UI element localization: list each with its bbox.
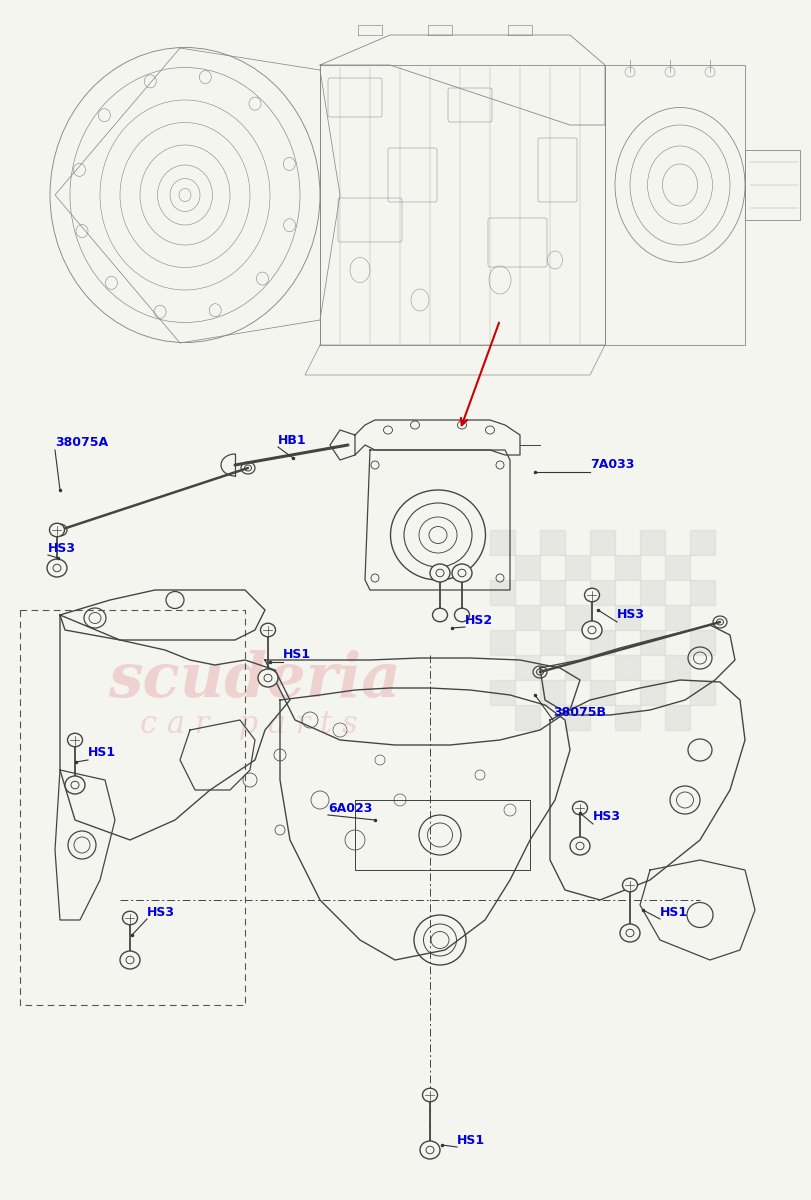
Bar bbox=[564, 655, 590, 680]
Text: 38075B: 38075B bbox=[552, 707, 605, 720]
Bar bbox=[689, 680, 714, 704]
Bar bbox=[664, 554, 689, 580]
Bar bbox=[689, 630, 714, 655]
Bar bbox=[514, 554, 539, 580]
Bar bbox=[614, 605, 639, 630]
Ellipse shape bbox=[47, 559, 67, 577]
Bar bbox=[539, 580, 564, 605]
Bar bbox=[489, 530, 514, 554]
Ellipse shape bbox=[120, 950, 139, 970]
Text: 6A023: 6A023 bbox=[328, 802, 372, 815]
Ellipse shape bbox=[422, 1088, 437, 1102]
Text: HS2: HS2 bbox=[465, 613, 492, 626]
Bar bbox=[664, 704, 689, 730]
Bar bbox=[539, 630, 564, 655]
Text: HS3: HS3 bbox=[592, 810, 620, 823]
Bar bbox=[689, 580, 714, 605]
Bar bbox=[590, 680, 614, 704]
Bar bbox=[639, 580, 664, 605]
Bar bbox=[639, 680, 664, 704]
Ellipse shape bbox=[430, 564, 449, 582]
Bar bbox=[664, 655, 689, 680]
Bar bbox=[514, 704, 539, 730]
Text: HS1: HS1 bbox=[457, 1134, 484, 1146]
Ellipse shape bbox=[581, 622, 601, 638]
Bar bbox=[489, 680, 514, 704]
Bar bbox=[514, 605, 539, 630]
Bar bbox=[639, 530, 664, 554]
Ellipse shape bbox=[569, 838, 590, 854]
Text: 7A033: 7A033 bbox=[590, 458, 633, 472]
Bar bbox=[514, 655, 539, 680]
Ellipse shape bbox=[620, 924, 639, 942]
Ellipse shape bbox=[452, 564, 471, 582]
Ellipse shape bbox=[258, 670, 277, 686]
Bar bbox=[590, 580, 614, 605]
Bar bbox=[564, 605, 590, 630]
Ellipse shape bbox=[122, 911, 137, 925]
Ellipse shape bbox=[260, 623, 275, 637]
Bar bbox=[614, 704, 639, 730]
Text: scuderia: scuderia bbox=[108, 650, 401, 710]
Text: HS1: HS1 bbox=[283, 648, 311, 661]
Text: HS3: HS3 bbox=[616, 608, 644, 622]
Bar bbox=[564, 704, 590, 730]
Ellipse shape bbox=[572, 802, 587, 815]
Bar bbox=[539, 680, 564, 704]
Text: HS3: HS3 bbox=[147, 906, 175, 918]
Ellipse shape bbox=[584, 588, 599, 601]
Text: HB1: HB1 bbox=[277, 433, 307, 446]
Ellipse shape bbox=[432, 608, 447, 622]
Bar bbox=[489, 580, 514, 605]
Text: c a r   p a r t s: c a r p a r t s bbox=[139, 709, 358, 740]
Bar bbox=[590, 630, 614, 655]
Bar bbox=[614, 655, 639, 680]
Ellipse shape bbox=[454, 608, 469, 622]
Bar bbox=[664, 605, 689, 630]
Bar bbox=[539, 530, 564, 554]
Text: HS1: HS1 bbox=[88, 746, 116, 760]
Text: 38075A: 38075A bbox=[55, 437, 108, 450]
Ellipse shape bbox=[49, 523, 64, 536]
Bar bbox=[639, 630, 664, 655]
Bar bbox=[614, 554, 639, 580]
Bar bbox=[564, 554, 590, 580]
Bar bbox=[689, 530, 714, 554]
Ellipse shape bbox=[65, 776, 85, 794]
Text: HS3: HS3 bbox=[48, 541, 76, 554]
Bar bbox=[489, 630, 514, 655]
Ellipse shape bbox=[67, 733, 83, 746]
Ellipse shape bbox=[419, 1141, 440, 1159]
Text: HS1: HS1 bbox=[659, 906, 687, 918]
Ellipse shape bbox=[622, 878, 637, 892]
Bar bbox=[590, 530, 614, 554]
